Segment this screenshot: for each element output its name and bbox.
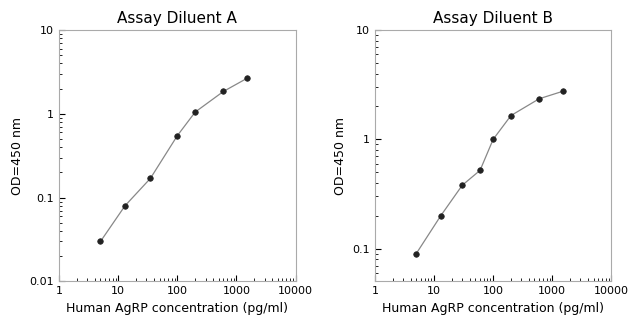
X-axis label: Human AgRP concentration (pg/ml): Human AgRP concentration (pg/ml)	[67, 302, 289, 315]
Title: Assay Diluent A: Assay Diluent A	[117, 11, 237, 26]
Title: Assay Diluent B: Assay Diluent B	[433, 11, 553, 26]
Y-axis label: OD=450 nm: OD=450 nm	[11, 117, 24, 195]
Y-axis label: OD=450 nm: OD=450 nm	[334, 117, 347, 195]
X-axis label: Human AgRP concentration (pg/ml): Human AgRP concentration (pg/ml)	[382, 302, 604, 315]
